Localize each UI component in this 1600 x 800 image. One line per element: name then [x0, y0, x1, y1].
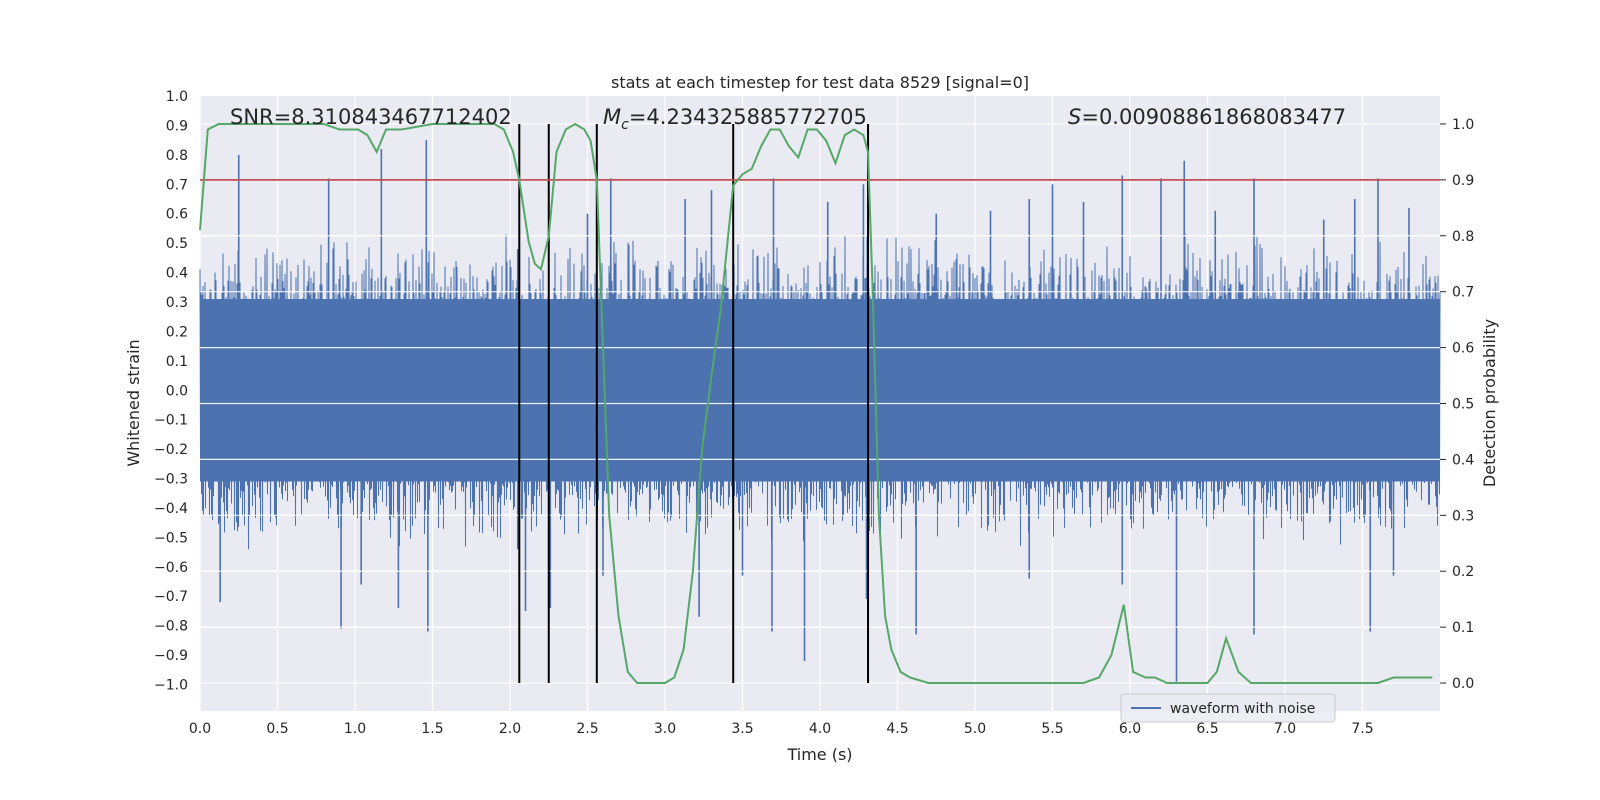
- x-tick-label: 4.5: [886, 721, 908, 737]
- x-tick-label: 4.0: [809, 721, 831, 737]
- y2-tick-label: 1.0: [1452, 117, 1474, 133]
- vertical-lines: [518, 123, 870, 684]
- x-tick-labels: 0.0 0.5 1.0 1.5 2.0 2.5 3.0 3.5 4.0 4.5 5.0 5.5 6.0 6…: [189, 721, 1374, 737]
- y-tick-label: −0.2: [154, 442, 188, 458]
- x-tick-label: 1.0: [344, 721, 366, 737]
- y-tick-label: 0.6: [166, 207, 188, 223]
- x-tick-label: 7.5: [1351, 721, 1373, 737]
- chart-title: stats at each timestep for test data 852…: [611, 73, 1029, 92]
- x-tick-label: 0.0: [189, 721, 211, 737]
- y-tick-label: −0.6: [154, 560, 188, 576]
- snr-annotation: SNR=8.310843467712402: [230, 105, 512, 129]
- y-tick-label: 0.5: [166, 236, 188, 252]
- y2-axis-label: Detection probability: [1480, 319, 1499, 487]
- legend: waveform with noise: [1120, 693, 1336, 723]
- y-tick-label: 0.1: [166, 354, 188, 370]
- s-symbol: S: [1068, 105, 1081, 129]
- x-tick-label: 0.5: [266, 721, 288, 737]
- probability-line: [199, 122, 1433, 684]
- y-tick-label: −0.9: [154, 648, 188, 664]
- y-tick-label: 0.2: [166, 324, 188, 340]
- y-tick-label: 0.8: [166, 148, 188, 164]
- y-tick-label: −0.1: [154, 413, 188, 429]
- y-tick-label: −0.5: [154, 530, 188, 546]
- y-tick-label: 0.3: [166, 295, 188, 311]
- y-tick-label: 0.0: [166, 383, 188, 399]
- y-tick-label: −0.3: [154, 472, 188, 488]
- strain-series: [199, 123, 1441, 684]
- y2-tick-label: 0.1: [1452, 620, 1474, 636]
- x-tick-label: 1.5: [421, 721, 443, 737]
- x-tick-label: 5.5: [1041, 721, 1063, 737]
- y-tick-label: −0.7: [154, 589, 188, 605]
- y-tick-label: 1.0: [166, 89, 188, 105]
- y2-tick-labels: 1.0 0.9 0.8 0.7 0.6 0.5 0.4 0.3 0.2 0.1 0.0: [1440, 117, 1474, 692]
- y-tick-label: −0.4: [154, 501, 188, 517]
- mc-value: =4.234325885772705: [629, 105, 867, 129]
- x-tick-label: 6.5: [1196, 721, 1218, 737]
- x-tick-label: 7.0: [1274, 721, 1296, 737]
- y-tick-label: −1.0: [154, 678, 188, 694]
- x-tick-label: 2.5: [576, 721, 598, 737]
- x-tick-label: 6.0: [1119, 721, 1141, 737]
- y2-tick-label: 0.3: [1452, 508, 1474, 524]
- y-tick-labels: 1.0 0.9 0.8 0.7 0.6 0.5 0.4 0.3 0.2 0.1 0.0 −0.1 −0.…: [154, 89, 188, 694]
- x-tick-label: 3.0: [654, 721, 676, 737]
- y2-tick-label: 0.5: [1452, 397, 1474, 413]
- probability-series: [199, 122, 1433, 684]
- x-axis-label: Time (s): [786, 745, 852, 764]
- legend-box: [1120, 693, 1336, 723]
- x-tick-label: 3.5: [731, 721, 753, 737]
- y-axis-label: Whitened strain: [124, 339, 143, 466]
- y2-tick-label: 0.8: [1452, 229, 1474, 245]
- y2-tick-label: 0.2: [1452, 564, 1474, 580]
- x-tick-label: 2.0: [499, 721, 521, 737]
- strain-core: [200, 299, 1440, 482]
- s-value: =0.00908861868083477: [1081, 105, 1346, 129]
- mc-annotation: Mc=4.234325885772705: [603, 105, 867, 133]
- y-tick-label: 0.7: [166, 177, 188, 193]
- y-tick-label: −0.8: [154, 619, 188, 635]
- y2-tick-label: 0.6: [1452, 341, 1474, 357]
- x-tick-label: 5.0: [964, 721, 986, 737]
- y-tick-label: 0.9: [166, 118, 188, 134]
- y2-tick-label: 0.9: [1452, 173, 1474, 189]
- y2-tick-label: 0.7: [1452, 285, 1474, 301]
- y2-tick-label: 0.4: [1452, 452, 1474, 468]
- y-tick-label: 0.4: [166, 266, 188, 282]
- mc-symbol: M: [603, 105, 621, 129]
- legend-entry: waveform with noise: [1170, 701, 1315, 717]
- y2-tick-label: 0.0: [1452, 676, 1474, 692]
- s-annotation: S=0.00908861868083477: [1068, 105, 1346, 129]
- mc-subscript: c: [621, 117, 629, 133]
